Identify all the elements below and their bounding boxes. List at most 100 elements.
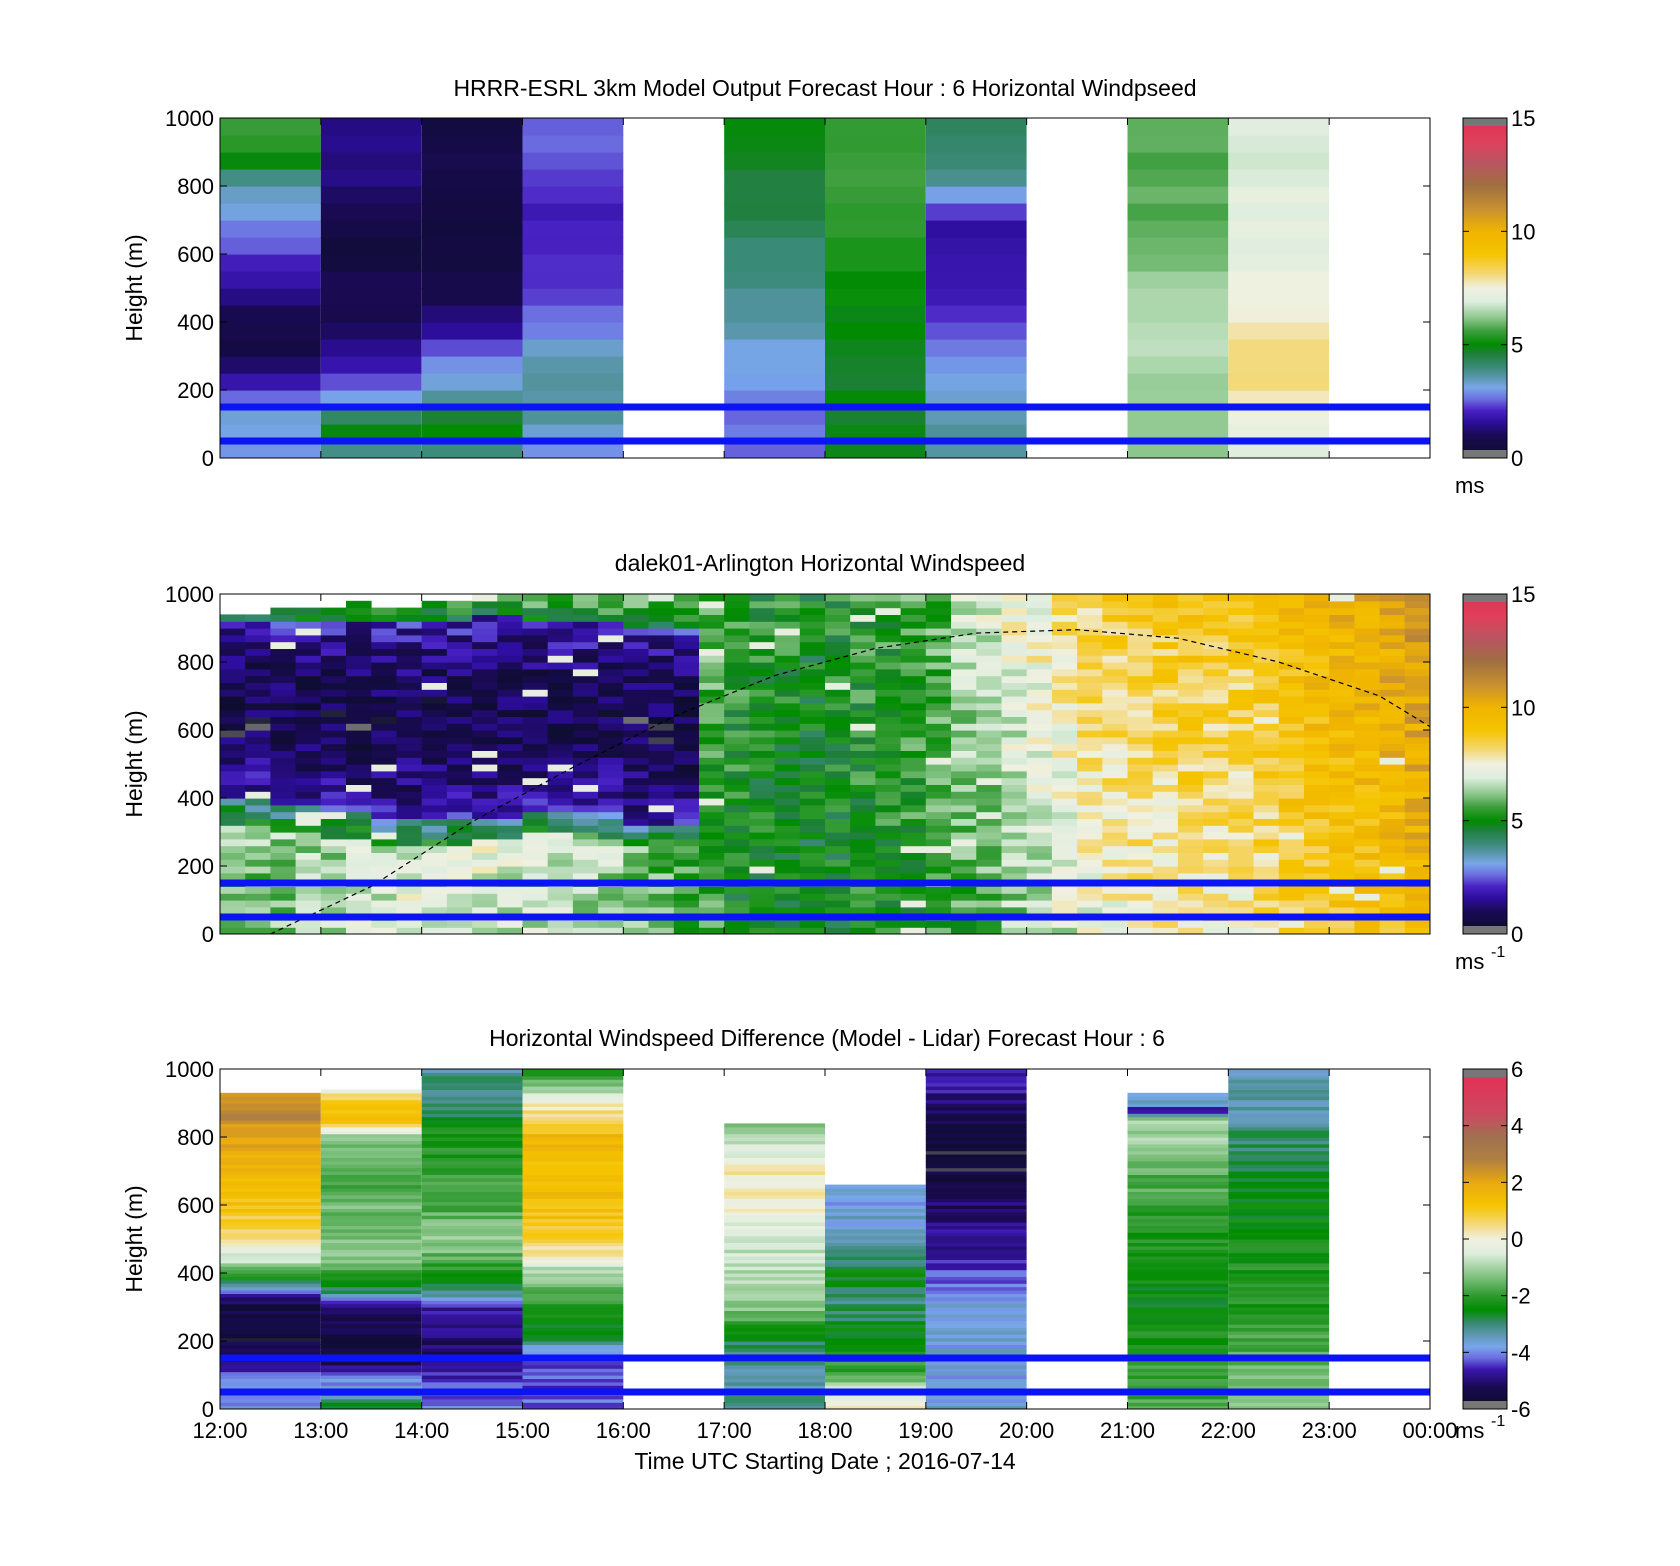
heatmap-cell: [522, 1300, 624, 1305]
heatmap-cell: [724, 845, 750, 853]
heatmap-cell: [421, 1075, 523, 1080]
heatmap-cell: [1228, 1205, 1330, 1209]
colorbar-tick-label: 4: [1511, 1114, 1523, 1139]
heatmap-cell: [1152, 628, 1179, 636]
heatmap-cell: [799, 859, 826, 867]
heatmap-cell: [925, 220, 1027, 238]
heatmap-cell: [421, 696, 448, 704]
heatmap-cell: [1228, 1184, 1330, 1189]
heatmap-cell: [572, 804, 599, 813]
heatmap-cell: [925, 1215, 1027, 1220]
heatmap-cell: [320, 1143, 422, 1148]
heatmap-cell: [799, 798, 826, 806]
heatmap-cell: [421, 1086, 523, 1090]
heatmap-cell: [648, 757, 675, 765]
heatmap-cell: [245, 764, 271, 772]
heatmap-cell: [421, 203, 523, 221]
heatmap-cell: [724, 682, 750, 690]
heatmap-cell: [598, 628, 624, 636]
heatmap-cell: [799, 804, 826, 813]
heatmap-cell: [623, 845, 649, 853]
heatmap-cell: [724, 893, 750, 901]
heatmap-cell: [270, 818, 296, 826]
heatmap-cell: [1127, 1147, 1229, 1152]
heatmap-cell: [346, 723, 372, 731]
heatmap-cell: [1127, 811, 1154, 819]
heatmap-cell: [951, 832, 977, 840]
heatmap-cell: [320, 1109, 422, 1114]
heatmap-cell: [497, 675, 523, 683]
heatmap-cell: [371, 716, 397, 724]
heatmap-cell: [220, 682, 246, 690]
heatmap-cell: [497, 804, 523, 813]
heatmap-cell: [522, 750, 549, 758]
heatmap-cell: [1001, 682, 1028, 690]
heatmap-cell: [572, 872, 599, 881]
heatmap-cell: [1304, 648, 1330, 656]
heatmap-cell: [1253, 600, 1280, 609]
heatmap-cell: [1379, 743, 1406, 751]
heatmap-cell: [925, 1313, 1027, 1318]
heatmap-cell: [1177, 866, 1204, 874]
heatmap-cell: [1203, 750, 1229, 758]
heatmap-cell: [270, 682, 296, 690]
heatmap-cell: [1354, 770, 1380, 779]
heatmap-cell: [421, 1154, 523, 1158]
heatmap-cell: [497, 743, 523, 751]
heatmap-cell: [245, 791, 271, 799]
heatmap-cell: [825, 1290, 926, 1294]
heatmap-cell: [925, 339, 1027, 357]
heatmap-cell: [270, 736, 296, 745]
heatmap-cell: [951, 662, 977, 670]
heatmap-cell: [1127, 634, 1154, 643]
heatmap-cell: [799, 764, 826, 772]
heatmap-cell: [825, 838, 851, 847]
heatmap-cell: [245, 750, 271, 758]
heatmap-cell: [648, 764, 675, 772]
heatmap-cell: [799, 791, 826, 799]
heatmap-cell: [1228, 1120, 1330, 1124]
heatmap-cell: [1203, 621, 1229, 629]
heatmap-cell: [320, 1103, 422, 1107]
heatmap-cell: [1228, 1341, 1330, 1345]
heatmap-cell: [1228, 1113, 1330, 1118]
heatmap-cell: [875, 886, 901, 894]
heatmap-cell: [1379, 668, 1406, 677]
heatmap-cell: [1329, 641, 1355, 649]
heatmap-cell: [724, 1283, 825, 1288]
heatmap-cell: [1152, 607, 1179, 615]
heatmap-cell: [245, 927, 271, 934]
heatmap-cell: [220, 1245, 321, 1250]
heatmap-cell: [673, 777, 700, 785]
heatmap-cell: [623, 600, 649, 609]
heatmap-cell: [724, 1375, 825, 1379]
colorbar-tick-label: 6: [1511, 1057, 1523, 1082]
heatmap-cell: [1102, 750, 1128, 758]
heatmap-cell: [1127, 736, 1154, 745]
heatmap-cell: [1329, 709, 1355, 717]
heatmap-cell: [799, 648, 826, 656]
heatmap-cell: [1228, 118, 1330, 136]
heatmap-cell: [1228, 1398, 1330, 1403]
heatmap-cell: [472, 648, 498, 656]
heatmap-cell: [825, 893, 851, 901]
heatmap-cell: [220, 825, 246, 833]
heatmap-cell: [472, 682, 498, 690]
heatmap-cell: [976, 628, 1002, 636]
heatmap-cell: [825, 1303, 926, 1308]
heatmap-cell: [598, 906, 624, 915]
heatmap-cell: [1404, 655, 1430, 663]
heatmap-cell: [1379, 825, 1406, 833]
heatmap-cell: [1379, 648, 1406, 656]
heatmap-cell: [1253, 777, 1280, 785]
heatmap-cell: [1102, 832, 1128, 840]
heatmap-cell: [1102, 621, 1128, 629]
heatmap-cell: [1051, 614, 1078, 622]
heatmap-cell: [1278, 906, 1305, 915]
heatmap-cell: [749, 743, 775, 751]
heatmap-cell: [699, 770, 725, 779]
heatmap-cell: [547, 628, 574, 636]
heatmap-cell: [270, 838, 296, 847]
heatmap-cell: [1354, 784, 1380, 792]
heatmap-cell: [320, 1249, 422, 1254]
